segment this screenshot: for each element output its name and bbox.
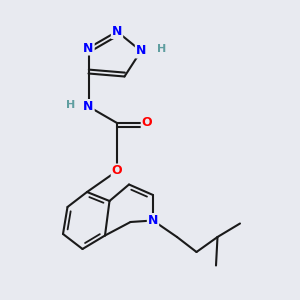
Text: N: N (136, 44, 146, 58)
Text: N: N (83, 100, 94, 113)
Text: O: O (142, 116, 152, 130)
Text: N: N (83, 41, 94, 55)
Text: H: H (67, 100, 76, 110)
Text: N: N (148, 214, 158, 227)
Text: O: O (112, 164, 122, 178)
Text: N: N (112, 25, 122, 38)
Text: H: H (158, 44, 167, 55)
